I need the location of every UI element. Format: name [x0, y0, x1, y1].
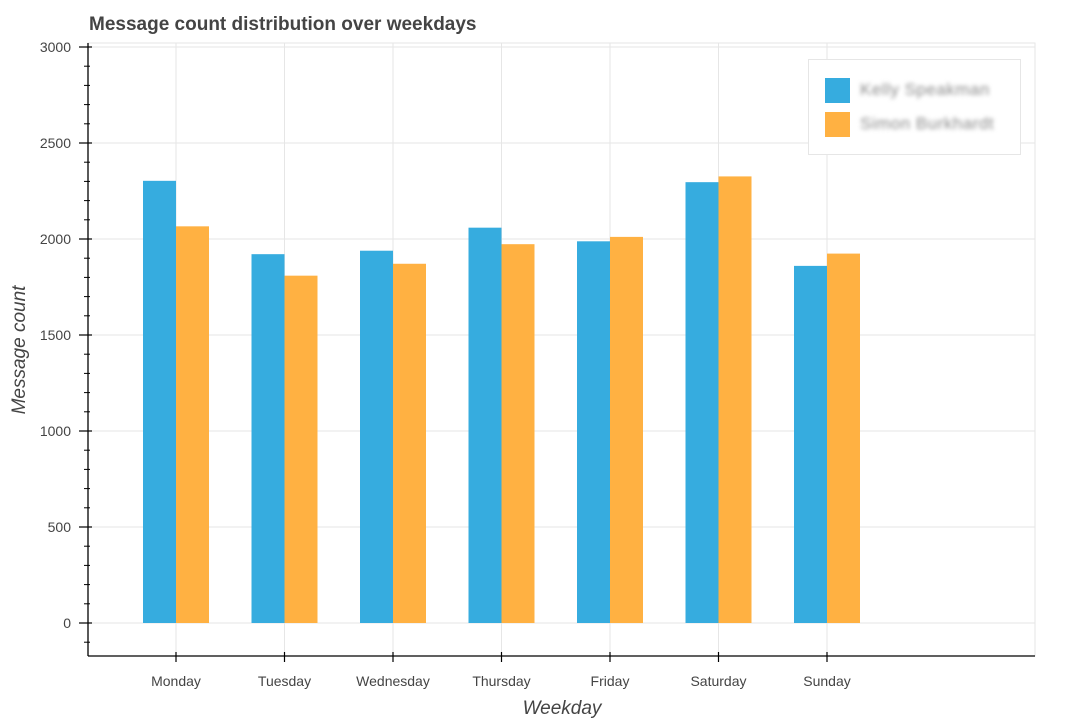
- bar-1-saturday[interactable]: [685, 182, 719, 623]
- axes-layer: 0 500 1000 1500 2000 2500 3000 Monday Tuesday Wed…: [40, 39, 1035, 689]
- y-tick-label: 2000: [40, 231, 71, 247]
- bar-1-tuesday[interactable]: [251, 254, 285, 623]
- bar-1-monday[interactable]: [143, 180, 176, 623]
- bar-2-monday[interactable]: [176, 226, 209, 623]
- x-tick-label-monday: Monday: [151, 673, 201, 689]
- bar-2-sunday[interactable]: [827, 253, 860, 624]
- bar-2-tuesday[interactable]: [284, 275, 318, 623]
- legend-swatch-series-1: [825, 77, 850, 103]
- bar-1-thursday[interactable]: [468, 227, 502, 623]
- bar-1-wednesday[interactable]: [360, 250, 393, 623]
- x-tick-label-friday: Friday: [591, 673, 630, 689]
- x-tick-label-thursday: Thursday: [472, 673, 530, 689]
- chart-title: Message count distribution over weekdays: [89, 14, 477, 35]
- x-axis-label: Weekday: [523, 698, 603, 719]
- bar-1-friday[interactable]: [577, 241, 610, 623]
- y-tick-label: 1500: [40, 327, 71, 343]
- y-tick-label: 3000: [40, 39, 71, 55]
- y-axis-label: Message count: [9, 285, 30, 415]
- legend-item-series-2[interactable]: Simon Burkhardt: [825, 111, 994, 137]
- bars-layer: [143, 176, 860, 624]
- bar-2-friday[interactable]: [610, 236, 643, 623]
- bar-2-thursday[interactable]: [501, 244, 535, 623]
- y-tick-label: 1000: [40, 423, 71, 439]
- y-tick-label: 0: [63, 615, 71, 631]
- legend-label-series-1: Kelly Speakman: [860, 80, 990, 99]
- bar-2-wednesday[interactable]: [393, 263, 426, 623]
- legend: Kelly Speakman Simon Burkhardt: [808, 59, 1021, 155]
- x-tick-label-saturday: Saturday: [690, 673, 746, 689]
- y-tick-label: 500: [48, 519, 72, 535]
- bar-2-saturday[interactable]: [718, 176, 752, 623]
- legend-swatch-series-2: [825, 111, 850, 137]
- x-tick-label-tuesday: Tuesday: [258, 673, 311, 689]
- x-tick-label-wednesday: Wednesday: [356, 673, 430, 689]
- x-tick-label-sunday: Sunday: [803, 673, 850, 689]
- legend-item-series-1[interactable]: Kelly Speakman: [825, 77, 990, 103]
- y-tick-label: 2500: [40, 135, 71, 151]
- bar-1-sunday[interactable]: [794, 265, 827, 623]
- legend-label-series-2: Simon Burkhardt: [860, 114, 995, 133]
